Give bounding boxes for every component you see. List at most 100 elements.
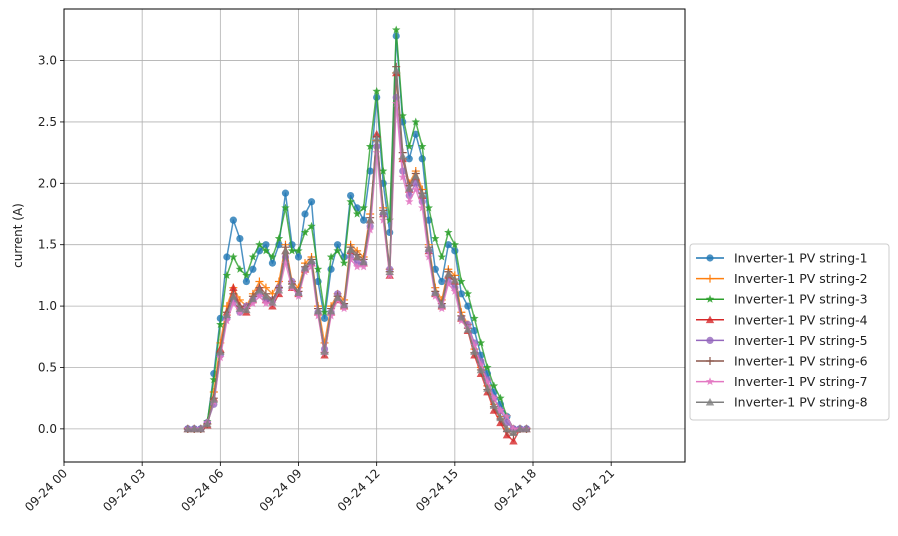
data-point	[476, 365, 486, 374]
x-tick-label: 09-24 06	[178, 466, 226, 514]
data-point	[248, 252, 258, 261]
data-point	[281, 246, 290, 255]
data-point	[249, 265, 257, 273]
x-tick-label: 09-24 00	[22, 466, 70, 514]
data-point	[418, 155, 426, 163]
y-tick-label: 1.5	[38, 238, 57, 252]
data-point	[287, 246, 297, 255]
data-point	[385, 267, 394, 276]
data-point	[347, 192, 355, 200]
data-point	[326, 252, 336, 261]
data-point	[229, 299, 238, 308]
data-point	[229, 292, 238, 300]
data-point	[372, 134, 381, 143]
data-point	[255, 240, 264, 249]
data-point	[522, 424, 531, 433]
y-tick-label: 0.5	[38, 360, 57, 374]
y-tick-label: 3.0	[38, 54, 57, 68]
data-point	[424, 252, 433, 261]
series-line	[187, 29, 527, 430]
data-point	[261, 299, 271, 308]
data-point	[509, 436, 518, 445]
y-tick-label: 1.0	[38, 299, 57, 313]
data-point	[418, 203, 427, 212]
legend-box	[689, 243, 890, 421]
data-point	[281, 189, 290, 197]
data-point	[489, 381, 499, 390]
data-point	[262, 241, 270, 249]
data-point	[470, 327, 478, 335]
data-point	[476, 360, 486, 369]
legend-item: Inverter-1 PV string-7	[696, 374, 868, 389]
legend-item: Inverter-1 PV string-4	[696, 312, 868, 327]
data-point	[372, 86, 381, 95]
data-point	[359, 203, 368, 212]
data-point	[203, 419, 212, 428]
data-point	[281, 258, 290, 267]
data-point	[470, 340, 479, 349]
data-point	[392, 25, 401, 34]
data-point	[346, 197, 355, 206]
data-point	[352, 252, 362, 261]
data-point	[483, 384, 492, 392]
series-line	[187, 35, 527, 430]
data-point	[444, 269, 453, 278]
data-point	[359, 262, 368, 271]
data-point	[457, 277, 466, 286]
data-point	[248, 294, 258, 303]
data-point	[392, 99, 401, 108]
data-point	[339, 300, 349, 309]
legend-label: Inverter-1 PV string-1	[734, 251, 868, 266]
data-point	[489, 401, 499, 409]
data-point	[209, 375, 219, 384]
data-point	[209, 395, 219, 403]
data-point	[216, 347, 225, 355]
data-point	[405, 142, 414, 151]
plot-series	[183, 25, 531, 445]
legend-label: Inverter-1 PV string-7	[734, 374, 868, 389]
data-point	[418, 142, 427, 151]
y-tick-label: 0.0	[38, 422, 57, 436]
data-point	[476, 338, 486, 347]
legend-swatch-marker	[705, 377, 715, 386]
data-point	[360, 216, 368, 224]
data-point	[379, 166, 388, 175]
series-7	[183, 99, 531, 433]
legend-swatch-marker	[705, 315, 715, 324]
data-point	[268, 259, 277, 267]
data-point	[470, 347, 479, 355]
data-point	[248, 299, 258, 308]
data-point	[235, 304, 245, 312]
y-axis-label: current (A)	[11, 203, 25, 268]
data-point	[320, 307, 329, 316]
data-point	[424, 203, 433, 212]
data-point	[359, 257, 368, 266]
data-point	[379, 215, 388, 224]
legend-label: Inverter-1 PV string-2	[734, 271, 868, 286]
series-6	[183, 62, 531, 439]
data-point	[483, 377, 492, 386]
data-point	[307, 256, 316, 265]
data-point	[431, 288, 440, 296]
data-point	[268, 298, 277, 306]
data-point	[255, 291, 264, 300]
data-point	[313, 306, 323, 315]
data-point	[464, 302, 472, 310]
legend-item: Inverter-1 PV string-3	[696, 292, 868, 307]
data-point	[222, 316, 232, 325]
data-point	[502, 424, 512, 433]
data-point	[300, 263, 310, 272]
legend-swatch-marker	[705, 294, 715, 303]
data-point	[327, 265, 335, 273]
data-point	[300, 228, 310, 236]
data-point	[450, 276, 460, 284]
data-point	[216, 353, 225, 362]
data-point	[365, 142, 375, 151]
data-point	[411, 117, 420, 126]
y-axis-ticks: 0.0 0.5 1.0 1.5 2.0 2.5 3.0	[38, 54, 64, 436]
data-point	[255, 285, 264, 294]
data-point	[405, 184, 414, 192]
data-point	[301, 210, 309, 218]
data-point	[242, 277, 250, 286]
data-point	[496, 406, 505, 414]
